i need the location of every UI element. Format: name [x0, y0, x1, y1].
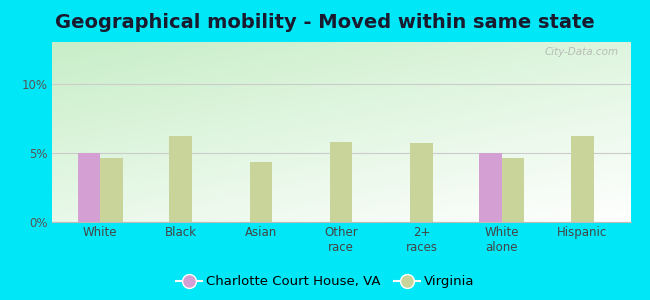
Text: City-Data.com: City-Data.com — [545, 47, 619, 57]
Bar — [410, 143, 433, 222]
Bar — [169, 136, 192, 222]
Bar — [250, 163, 272, 222]
Bar — [100, 158, 123, 222]
Bar — [571, 136, 593, 222]
Bar — [502, 158, 525, 222]
Bar — [330, 142, 352, 222]
Text: Geographical mobility - Moved within same state: Geographical mobility - Moved within sam… — [55, 14, 595, 32]
Bar — [480, 153, 502, 222]
Bar — [78, 153, 100, 222]
Legend: Charlotte Court House, VA, Virginia: Charlotte Court House, VA, Virginia — [170, 270, 480, 293]
